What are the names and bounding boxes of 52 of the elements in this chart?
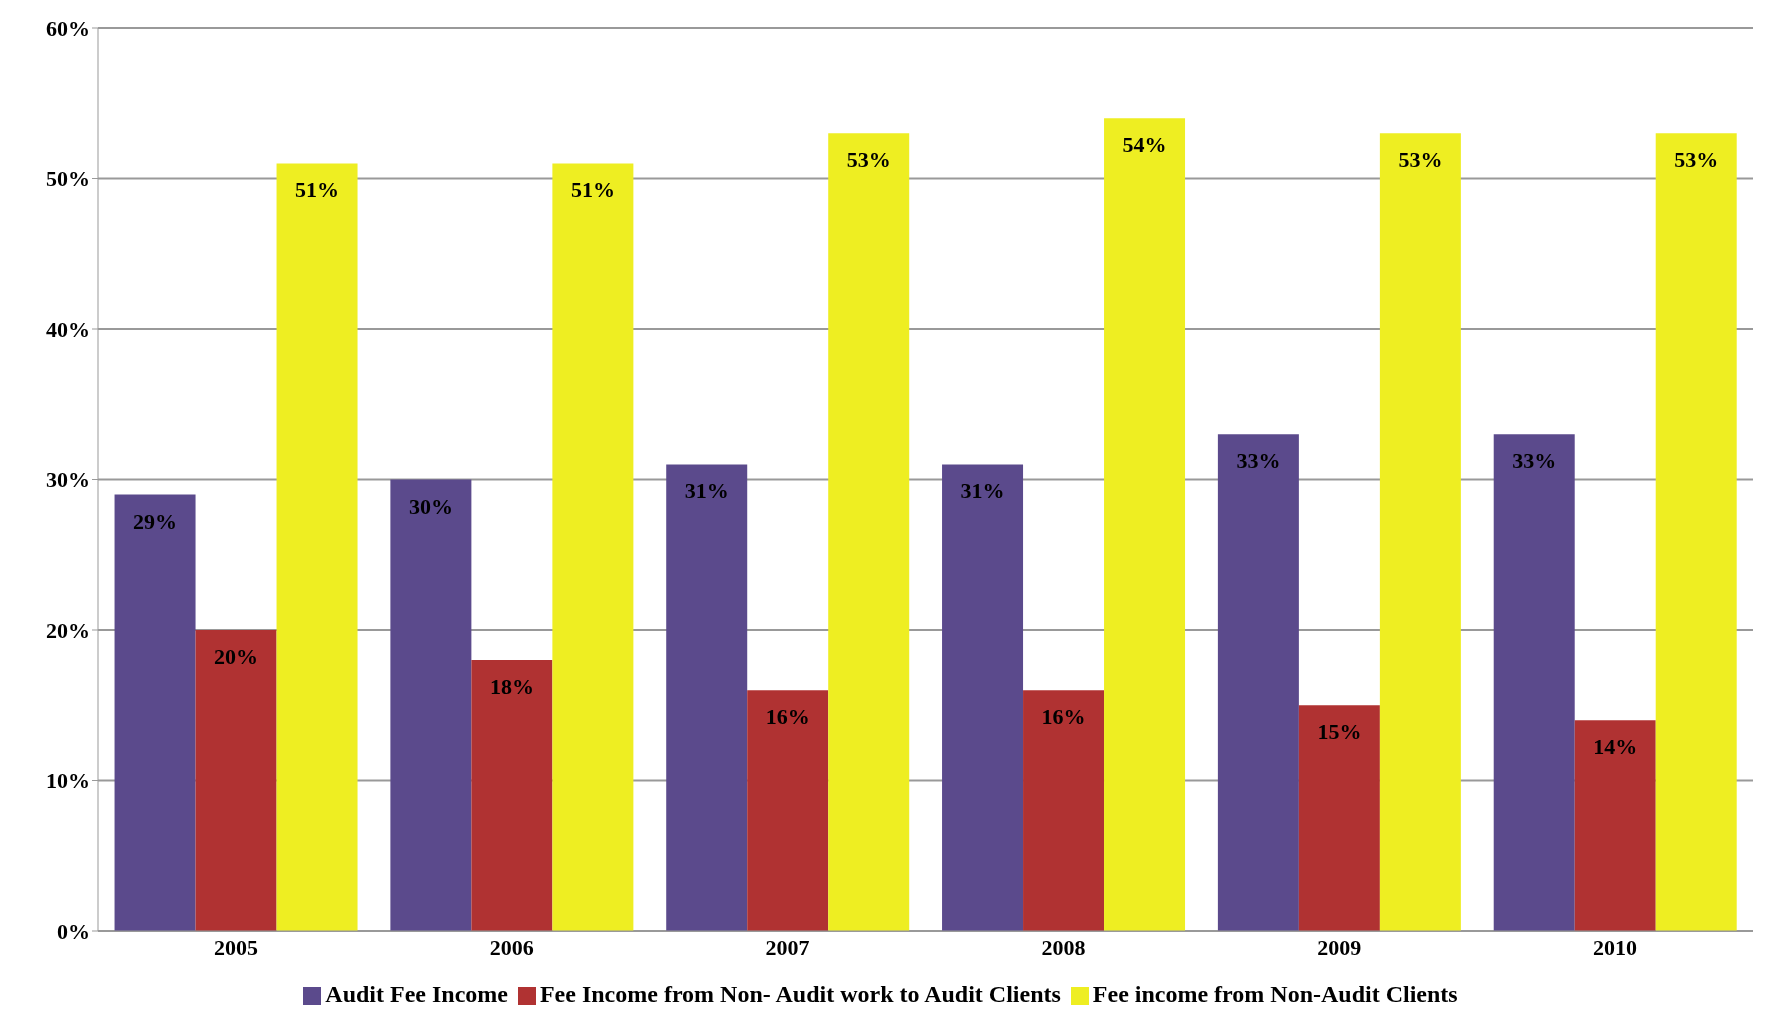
x-tick-label: 2009 <box>1317 934 1362 960</box>
legend-label: Fee income from Non-Audit Clients <box>1092 981 1458 1007</box>
data-label: 31% <box>960 478 1005 504</box>
bar <box>114 494 196 931</box>
data-label: 33% <box>1236 448 1281 474</box>
y-tick-label: 10% <box>46 768 90 794</box>
x-tick-label: 2005 <box>213 934 258 960</box>
bar <box>552 163 634 931</box>
data-label: 16% <box>1041 704 1086 730</box>
data-label: 20% <box>214 644 259 669</box>
bar <box>390 479 472 931</box>
bar <box>1574 720 1656 931</box>
bar <box>747 690 829 931</box>
bar <box>471 660 553 931</box>
x-tick-label: 2006 <box>489 934 534 960</box>
bar <box>1655 133 1737 931</box>
x-tick-label: 2010 <box>1593 934 1638 960</box>
data-label: 54% <box>1122 132 1167 158</box>
bar <box>1298 705 1380 931</box>
bar <box>1379 133 1461 931</box>
y-tick-label: 0% <box>57 918 90 944</box>
bar <box>666 464 748 931</box>
bar <box>1217 434 1299 931</box>
bar <box>828 133 910 931</box>
data-label: 29% <box>133 508 178 534</box>
bar <box>1493 434 1575 931</box>
data-label: 51% <box>570 177 615 203</box>
y-tick-label: 20% <box>46 617 90 643</box>
y-tick-label: 30% <box>46 467 90 493</box>
bar <box>276 163 358 931</box>
bar <box>942 464 1024 931</box>
legend-label: Audit Fee Income <box>325 981 508 1007</box>
data-label: 14% <box>1593 734 1638 760</box>
x-tick-label: 2008 <box>1041 934 1086 960</box>
legend-label: Fee Income from Non- Audit work to Audit Clients <box>539 981 1061 1007</box>
y-tick-label: 60% <box>46 15 90 41</box>
data-label: 16% <box>765 704 810 730</box>
data-label: 15% <box>1317 719 1362 745</box>
bar <box>1023 690 1105 931</box>
data-label: 31% <box>684 478 729 504</box>
x-tick-label: 2007 <box>765 934 810 960</box>
data-label: 53% <box>1674 147 1719 173</box>
data-label: 18% <box>489 674 534 700</box>
y-tick-label: 50% <box>46 166 90 192</box>
bar <box>1104 118 1186 931</box>
bar <box>195 630 277 931</box>
data-label: 33% <box>1512 448 1557 474</box>
data-label: 53% <box>846 147 891 173</box>
data-label: 30% <box>408 493 453 519</box>
data-label: 53% <box>1398 147 1443 173</box>
y-tick-label: 40% <box>46 316 90 342</box>
data-label: 51% <box>295 177 340 203</box>
